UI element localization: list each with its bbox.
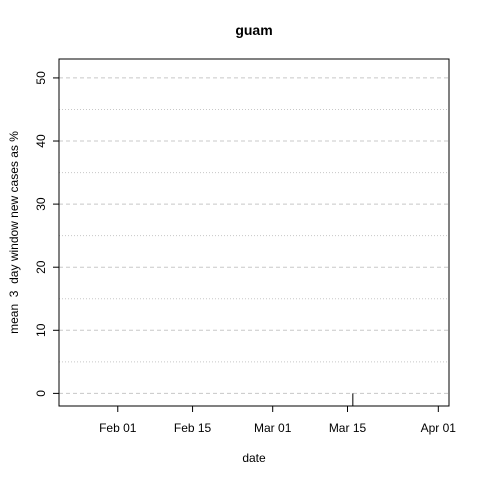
x-tick-label: Feb 01 bbox=[99, 421, 137, 435]
plot-frame bbox=[58, 58, 450, 407]
x-tick-label: Mar 01 bbox=[254, 421, 292, 435]
y-tick-label: 0 bbox=[34, 390, 48, 397]
y-tick-label: 10 bbox=[34, 323, 48, 337]
x-tick-label: Feb 15 bbox=[174, 421, 212, 435]
grid-layer bbox=[59, 77, 449, 394]
data-layer bbox=[58, 59, 354, 406]
y-tick-label: 50 bbox=[34, 71, 48, 85]
y-tick-label: 40 bbox=[34, 134, 48, 148]
chart-title: guam bbox=[235, 22, 272, 38]
x-tick-label: Apr 01 bbox=[421, 421, 457, 435]
y-axis-label: mean 3 day window new cases as % bbox=[7, 131, 21, 334]
y-tick-label: 20 bbox=[34, 260, 48, 274]
axis-layer: 0 10 20 30 40 50 Feb 01 Feb 15 Mar 01 Mar 15 Apr 0… bbox=[34, 71, 456, 435]
x-axis-label: date bbox=[242, 451, 266, 465]
y-tick-label: 30 bbox=[34, 197, 48, 211]
x-tick-label: Mar 15 bbox=[329, 421, 367, 435]
